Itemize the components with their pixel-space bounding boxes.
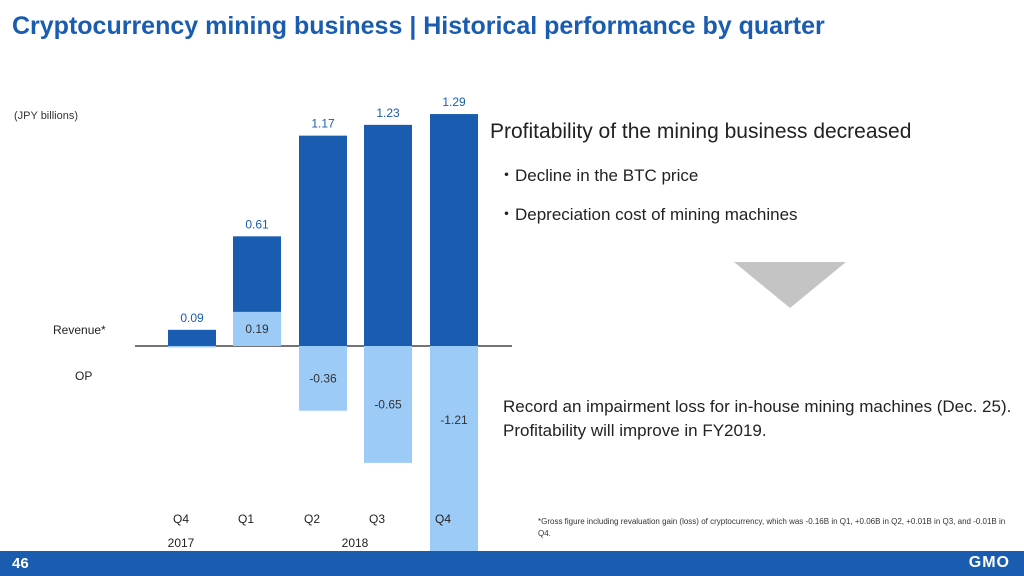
conclusion-text: Record an impairment loss for in-house m… [503, 397, 1012, 440]
op-value-label: 0.19 [245, 322, 269, 336]
revenue-value-label: 1.29 [442, 95, 466, 109]
footer-bar: 46 GMO [0, 551, 1024, 576]
gmo-logo: GMO [968, 554, 1010, 571]
series-label-revenue: Revenue* [53, 323, 106, 337]
year-label-2017: 2017 [168, 536, 195, 550]
revenue-bar [430, 114, 478, 346]
bar-chart: Revenue* OP 0.09 Q4 0.61 0.19 Q1 1.17 -0.36 Q2 1… [53, 95, 512, 560]
revenue-bar [168, 329, 216, 346]
revenue-value-label: 0.09 [180, 311, 204, 325]
page-title: Cryptocurrency mining business | Histori… [12, 12, 825, 40]
revenue-value-label: 1.17 [311, 117, 335, 131]
op-value-label: -0.36 [309, 371, 337, 385]
op-bar [168, 346, 216, 348]
op-bar [299, 346, 347, 411]
revenue-bar [299, 135, 347, 346]
bullet-btc-price: ・Decline in the BTC price [498, 166, 699, 185]
quarter-tick-label: Q2 [304, 512, 320, 526]
quarter-tick-label: Q4 [173, 512, 189, 526]
quarter-tick-label: Q3 [369, 512, 385, 526]
revenue-value-label: 0.61 [245, 217, 269, 231]
op-value-label: -1.21 [440, 413, 468, 427]
op-value-label: -0.65 [374, 397, 402, 411]
revenue-bar [364, 124, 412, 346]
down-arrow-icon [734, 262, 846, 308]
quarter-tick-label: Q4 [435, 512, 451, 526]
footnote: *Gross figure including revaluation gain… [538, 517, 1006, 538]
unit-label: (JPY billions) [14, 110, 78, 122]
quarter-tick-label: Q1 [238, 512, 254, 526]
revenue-value-label: 1.23 [376, 106, 400, 120]
year-label-2018: 2018 [342, 536, 369, 550]
page-number: 46 [12, 555, 29, 572]
series-label-op: OP [75, 369, 92, 383]
op-bar [430, 346, 478, 560]
op-bar [364, 346, 412, 463]
headline: Profitability of the mining business dec… [490, 120, 912, 143]
op-bar [233, 311, 281, 346]
bullet-depreciation: ・Depreciation cost of mining machines [498, 205, 798, 224]
